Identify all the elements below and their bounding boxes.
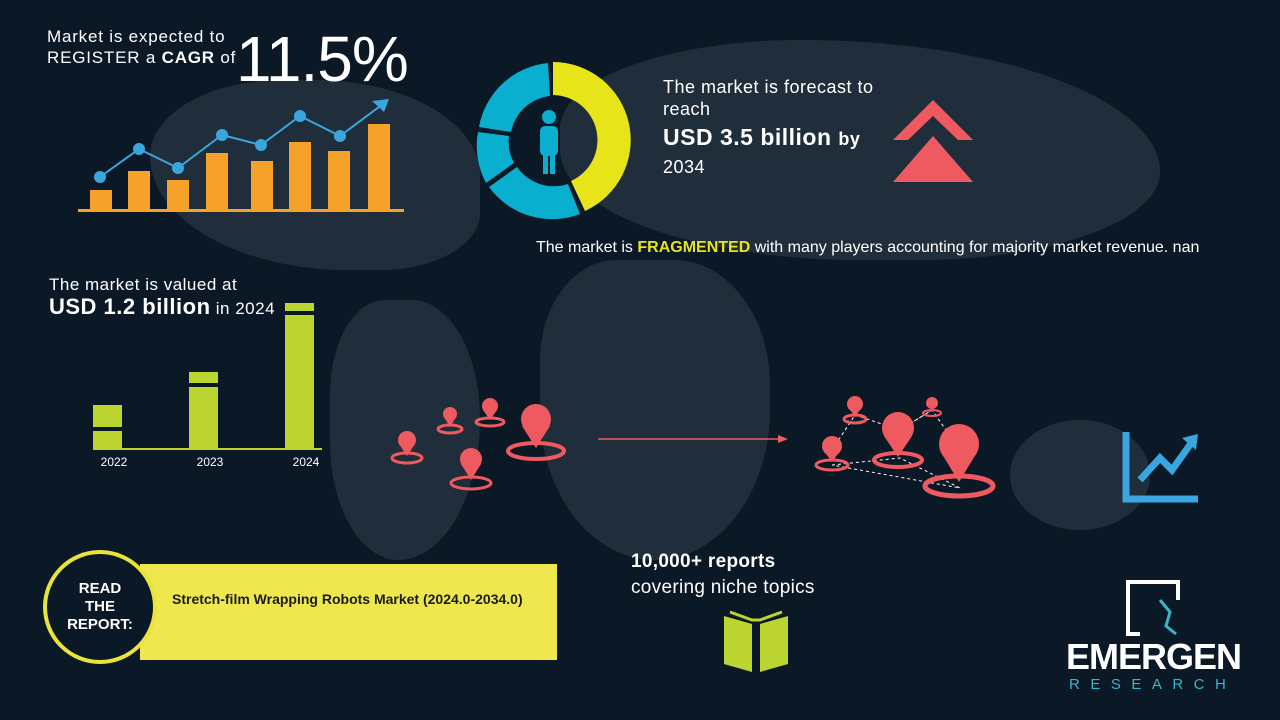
read-label: READ [78, 580, 122, 597]
forecast-line1: The market is forecast to [663, 77, 874, 97]
forecast-year: 2034 [663, 157, 706, 177]
fragmented-post: with many players accounting for majorit… [754, 239, 1200, 256]
bar-2024 [285, 303, 314, 449]
tick-label-2023: 2023 [196, 455, 224, 469]
tick-label-2022: 2022 [100, 455, 128, 469]
read-report-badge[interactable]: READ THE REPORT: [43, 550, 157, 664]
location-pins-left [390, 398, 566, 491]
cagr-value: 11.5% [236, 23, 409, 95]
chevron-up-icon [893, 100, 973, 182]
forecast-value: USD 3.5 billion [663, 124, 832, 150]
reports-text: 10,000+ reports covering niche topics [631, 549, 815, 601]
cagr-bold: CAGR [161, 48, 215, 67]
market-size-bar-chart [93, 303, 322, 450]
growth-chart-icon [78, 99, 404, 212]
donut-chart-icon [476, 62, 631, 220]
logo-name: EMERGEN [1066, 636, 1242, 677]
world-map-south-america [330, 300, 480, 560]
reports-count: 10,000+ reports [631, 551, 776, 572]
cagr-label: Market is expected to REGISTER a CAGR of [47, 26, 236, 68]
forecast-text: The market is forecast to reach USD 3.5 … [663, 76, 874, 178]
cagr-of: of [220, 48, 237, 67]
cagr-line1: Market is expected to [47, 27, 226, 46]
emergen-logo-mark [1126, 580, 1180, 636]
report-label: REPORT: [67, 616, 133, 633]
valued-line1: The market is valued at [49, 275, 238, 294]
location-network-icon [814, 396, 996, 499]
book-icon [724, 610, 788, 672]
fragmented-pre: The market is [536, 239, 633, 256]
cagr-line2: REGISTER a [47, 48, 157, 67]
logo-sub: RESEARCH [1069, 676, 1237, 693]
report-title-link[interactable]: Stretch-film Wrapping Robots Market (202… [140, 564, 557, 660]
trend-up-icon [1122, 432, 1198, 503]
fragmented-bold: FRAGMENTED [637, 239, 751, 256]
fragmented-text: The market is FRAGMENTED with many playe… [536, 237, 1216, 258]
world-map-africa [540, 260, 770, 560]
forecast-line2: reach [663, 99, 711, 119]
valued-year: in 2024 [215, 299, 276, 318]
the-label: THE [85, 598, 115, 615]
tick-label-2024: 2024 [292, 455, 320, 469]
reports-topics: covering niche topics [631, 577, 815, 598]
valued-text: The market is valued at USD 1.2 billion … [49, 274, 275, 320]
forecast-by: by [838, 129, 861, 149]
valued-value: USD 1.2 billion [49, 294, 211, 319]
